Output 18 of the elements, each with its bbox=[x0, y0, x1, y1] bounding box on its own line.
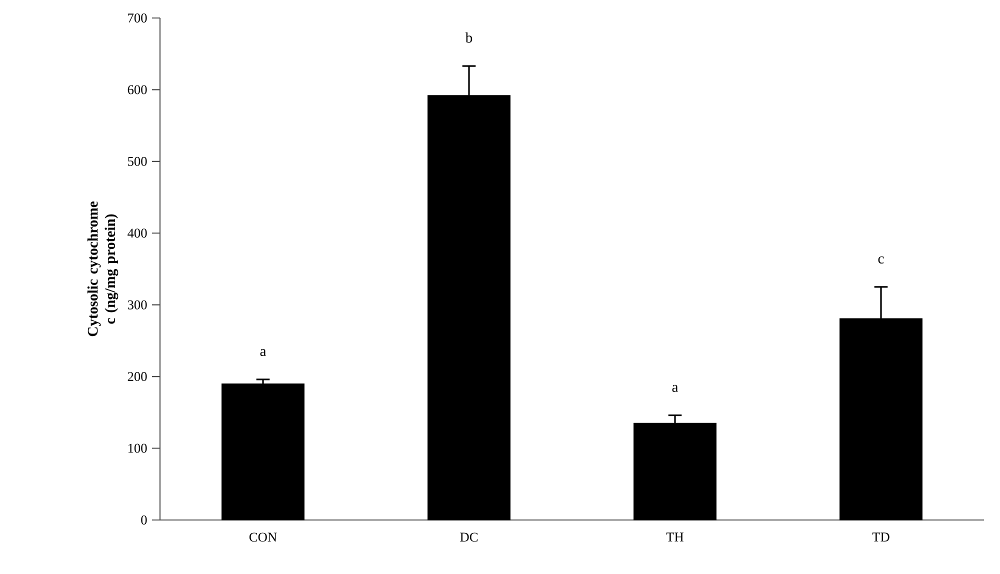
annotation: a bbox=[260, 349, 266, 356]
y-tick-label: 700 bbox=[128, 13, 147, 22]
y-tick-label: 400 bbox=[128, 228, 147, 238]
x-tick-label: DC bbox=[460, 532, 478, 542]
annotation: c bbox=[878, 256, 884, 264]
y-tick-label: 600 bbox=[128, 85, 147, 94]
y-tick-label: 500 bbox=[128, 156, 147, 166]
y-tick-label: 300 bbox=[128, 300, 147, 310]
x-tick-label: CON bbox=[249, 532, 277, 542]
annotation: b bbox=[465, 32, 472, 43]
y-tick-label: 100 bbox=[128, 444, 147, 453]
x-tick-label: TD bbox=[872, 532, 890, 542]
y-tick-label: 0 bbox=[141, 515, 147, 524]
y-axis-title: Cytosolic cytochrome c (ng/mg protein) bbox=[87, 201, 118, 336]
y-tick-label: 200 bbox=[128, 372, 147, 382]
annotation: a bbox=[672, 384, 678, 392]
bar bbox=[222, 383, 304, 520]
x-tick-label: TH bbox=[666, 532, 684, 542]
